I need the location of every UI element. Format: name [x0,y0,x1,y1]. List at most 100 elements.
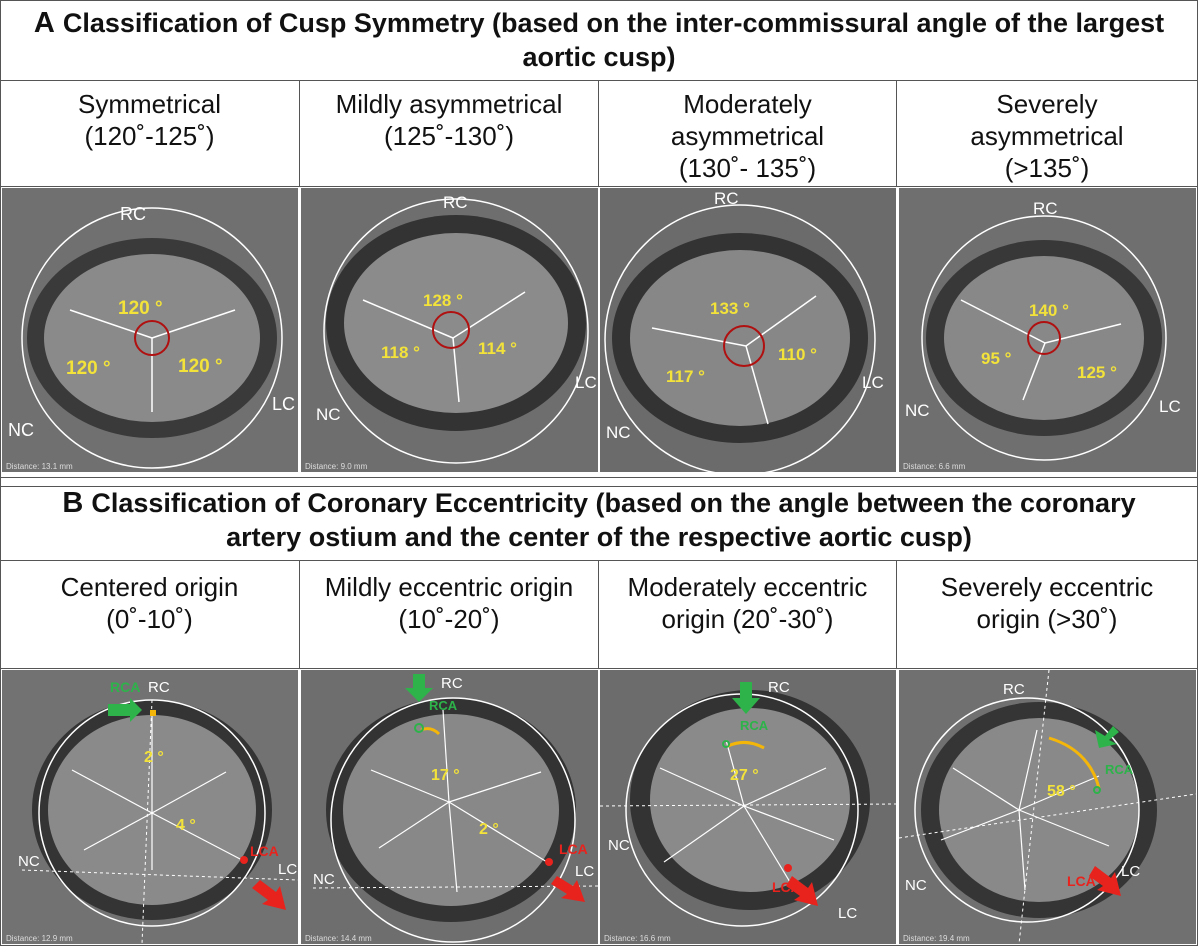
rc-label: RC [714,189,739,208]
section-b-header: B Classification of Coronary Eccentricity… [0,486,1198,556]
angle-label: 120 ° [66,358,111,379]
angle-label: 128 ° [423,291,463,310]
red-arrow-icon [786,876,818,906]
red-arrow-icon [1089,866,1121,896]
column-range: (>135˚) [1004,153,1090,183]
ct-image-coronary-mildly-eccentric: 17 ° 2 ° RCA LCA RC NC LC [301,670,598,944]
ct-image-coronary-severely-eccentric: 58 ° RCA LCA RC NC LC [899,670,1196,944]
column-label: Moderately eccentric [627,572,868,602]
ct-panel-b3: 27 ° RCA LCA RC NC LC Distance: 16.6 mm [600,670,896,944]
ct-panel-b4: 58 ° RCA LCA RC NC LC Distance: 19.4 mm [899,670,1196,944]
angle-label: 2 ° [479,821,499,838]
section-b-letter: B [62,487,84,519]
red-arrow-icon [252,880,286,910]
angle-label: 58 ° [1047,783,1076,800]
rc-label: RC [1033,199,1058,218]
lc-label: LC [575,863,594,880]
lca-label: LCA [559,841,588,857]
rca-label: RCA [740,718,769,733]
lc-label: LC [278,861,297,878]
section-a-title: Classification of Cusp Symmetry (based o… [62,8,1165,72]
distance-readout: Distance: 12.9 mm [6,934,73,943]
column-range: origin (>30˚) [976,604,1118,634]
column-range: (10˚-20˚) [398,604,500,634]
angle-label: 140 ° [1029,301,1069,320]
column-label: Severely asymmetrical [970,89,1124,151]
distance-readout: Distance: 19.4 mm [903,934,970,943]
distance-readout: Distance: 13.1 mm [6,462,73,471]
angle-label: 114 ° [478,339,517,358]
ct-image-coronary-moderately-eccentric: 27 ° RCA LCA RC NC LC [600,670,896,944]
angle-label: 120 ° [118,298,163,319]
lc-label: LC [1121,863,1140,880]
section-a-header: A Classification of Cusp Symmetry (based … [0,6,1198,78]
rc-label: RC [120,204,146,224]
rca-label: RCA [429,698,458,713]
column-header-moderately-asymmetrical: Moderately asymmetrical (130˚- 135˚) [599,80,897,186]
angle-label: 27 ° [730,767,759,784]
ct-panel-a3: 133 ° 117 ° 110 ° RC NC LC [600,188,896,472]
nc-label: NC [905,401,930,420]
column-label: Severely eccentric [940,572,1154,602]
lca-label: LCA [772,879,801,895]
ct-panel-a2: 128 ° 118 ° 114 ° RC NC LC Distance: 9.0… [301,188,598,472]
distance-readout: Distance: 14.4 mm [305,934,372,943]
column-header-symmetrical: Symmetrical (120˚-125˚) [0,80,300,186]
nc-label: NC [316,405,341,424]
column-range: (0˚-10˚) [106,604,193,634]
rca-label: RCA [1105,762,1134,777]
column-label: Centered origin [60,572,239,602]
angle-label: 133 ° [710,299,750,318]
column-label: Symmetrical [77,89,221,119]
green-arrow-icon [108,698,142,722]
angle-label: 110 ° [778,345,817,364]
nc-label: NC [18,853,40,870]
lc-label: LC [575,373,597,392]
nc-label: NC [8,420,34,440]
angle-label: 118 ° [381,343,420,362]
section-a-frame [0,0,1198,487]
ct-panel-b1: 2 ° 4 ° RCA LCA RC NC LC Distance: 12.9 … [2,670,298,944]
column-range: (125˚-130˚) [383,121,515,151]
column-label: Mildly eccentric origin [324,572,574,602]
red-arrow-icon [551,876,585,902]
rc-label: RC [148,679,170,696]
column-range: (130˚- 135˚) [678,153,817,183]
column-header-centered: Centered origin (0˚-10˚) [0,561,300,668]
nc-label: NC [608,837,630,854]
column-label: Mildly asymmetrical [335,89,563,119]
distance-readout: Distance: 9.0 mm [305,462,368,471]
lca-label: LCA [1067,873,1096,889]
rc-label: RC [441,675,463,692]
lc-label: LC [272,394,295,414]
rca-label: RCA [110,679,140,695]
angle-label: 4 ° [176,817,196,834]
ct-image-cusp-mildly-asymmetrical: 128 ° 118 ° 114 ° RC NC LC [301,188,598,472]
ct-panel-a1: 120 ° 120 ° 120 ° RC NC LC Distance: 13.… [2,188,298,472]
ct-image-cusp-symmetrical: 120 ° 120 ° 120 ° RC NC LC [2,188,298,472]
lc-label: LC [862,373,884,392]
distance-readout: Distance: 16.6 mm [604,934,671,943]
column-header-moderately-eccentric: Moderately eccentric origin (20˚-30˚) [599,561,897,668]
nc-label: NC [313,871,335,888]
green-arrow-icon [732,682,760,714]
ct-image-cusp-severely-asymmetrical: 140 ° 95 ° 125 ° RC NC LC [899,188,1196,472]
section-a-letter: A [33,7,55,39]
distance-readout: Distance: 6.6 mm [903,462,966,471]
section-b-title: Classification of Coronary Eccentricity … [91,488,1136,552]
green-arrow-icon [1095,726,1119,748]
nc-label: NC [606,423,631,442]
ct-image-coronary-centered: 2 ° 4 ° RCA LCA RC NC LC [2,670,298,944]
column-range: origin (20˚-30˚) [661,604,834,634]
angle-label: 120 ° [178,356,223,377]
column-header-mildly-asymmetrical: Mildly asymmetrical (125˚-130˚) [300,80,599,186]
rc-label: RC [768,679,790,696]
column-header-severely-asymmetrical: Severely asymmetrical (>135˚) [897,80,1198,186]
nc-label: NC [905,877,927,894]
lc-label: LC [1159,397,1181,416]
column-label: Moderately asymmetrical [670,89,825,151]
angle-label: 95 ° [981,349,1012,368]
angle-label: 2 ° [144,749,164,766]
ct-panel-b2: 17 ° 2 ° RCA LCA RC NC LC Distance: 14.4… [301,670,598,944]
rc-label: RC [1003,681,1025,698]
